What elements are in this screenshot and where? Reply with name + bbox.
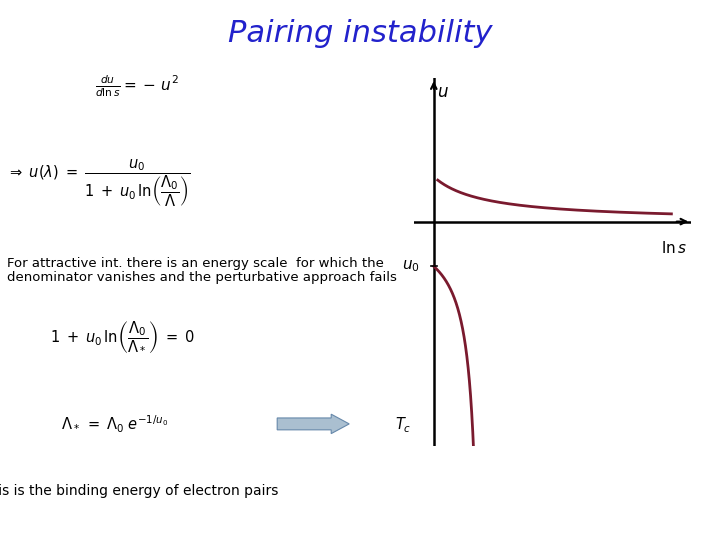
FancyArrow shape <box>277 414 349 434</box>
Text: $\Lambda_* \;=\; \Lambda_0\;e^{-1/u_0}$: $\Lambda_* \;=\; \Lambda_0\;e^{-1/u_0}$ <box>61 413 169 435</box>
Text: $T_c \;\sim\; \Lambda_0\;e^{-1/u_0}$: $T_c \;\sim\; \Lambda_0\;e^{-1/u_0}$ <box>395 413 498 435</box>
Text: This is the binding energy of electron pairs: This is the binding energy of electron p… <box>0 484 279 498</box>
Text: $u$: $u$ <box>437 83 449 101</box>
Text: $\ln s$: $\ln s$ <box>661 240 687 256</box>
Text: For attractive int. there is an energy scale  for which the
denominator vanishes: For attractive int. there is an energy s… <box>7 256 397 285</box>
Text: $\Rightarrow\; u(\lambda) \;=\; \dfrac{u_0}{1 \;+\; u_0\,\ln\!\left(\dfrac{\Lamb: $\Rightarrow\; u(\lambda) \;=\; \dfrac{u… <box>7 158 191 210</box>
Text: Pairing instability: Pairing instability <box>228 19 492 48</box>
Text: $\frac{du}{d\ln s} = -\, u^2$: $\frac{du}{d\ln s} = -\, u^2$ <box>95 73 179 99</box>
Text: $1 \;+\; u_0\,\ln\!\left(\dfrac{\Lambda_0}{\Lambda_*}\right) \;=\; 0$: $1 \;+\; u_0\,\ln\!\left(\dfrac{\Lambda_… <box>50 319 195 356</box>
Text: $u_0$: $u_0$ <box>402 259 420 274</box>
